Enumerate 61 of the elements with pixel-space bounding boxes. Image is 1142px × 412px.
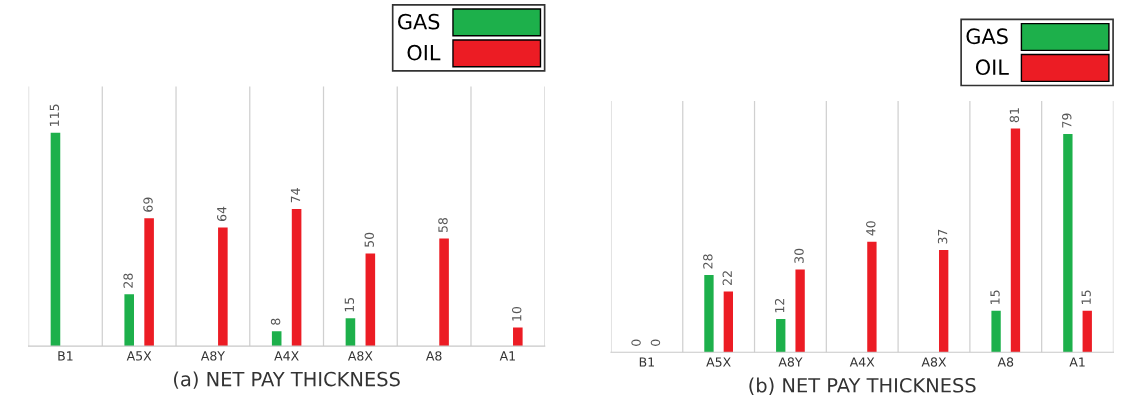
data-label: 50 [364,232,374,247]
x-tick-label: A8Y [778,357,803,367]
bar [991,310,1001,353]
data-label: 12 [774,298,785,313]
bar [1063,134,1073,353]
bar [723,291,733,353]
bar [144,218,154,347]
data-label: 15 [990,290,1000,304]
bar [795,269,805,353]
data-label: 8 [270,318,281,325]
bar [439,238,449,347]
bar [939,250,949,353]
data-label: 30 [794,248,804,263]
bar [291,208,302,347]
x-axis-title: (a) NET PAY THICKNESS [174,371,400,389]
data-label: 0 [631,339,641,346]
x-tick-label: A5X [706,357,731,367]
x-tick-label: A8Y [200,351,225,361]
bar [513,327,523,347]
data-label: 0 [650,339,661,346]
data-label: 15 [1081,290,1091,304]
data-label: 22 [722,271,732,286]
data-label: 15 [344,297,355,312]
x-tick-label: A8X [921,357,947,367]
x-tick-label: B1 [639,357,654,367]
data-label: 69 [143,197,153,212]
bar [1010,128,1021,353]
bar [218,227,228,347]
bar [776,319,786,353]
data-label: 79 [1062,113,1072,128]
x-tick-label: A5X [126,351,152,361]
x-tick-label: A8 [425,351,442,361]
data-label: 64 [217,206,227,221]
data-label: 58 [438,217,448,233]
bar [365,253,376,347]
bar [50,132,61,347]
data-label: 10 [511,306,522,321]
data-label: 115 [49,104,60,126]
x-axis-title: (b) NET PAY THICKNESS [749,377,976,395]
data-label: 37 [937,229,948,244]
legend-label: OIL [407,44,441,61]
data-label: 28 [123,273,133,288]
legend-label: GAS [966,28,1008,45]
bar [124,294,134,347]
x-tick-label: A8X [347,351,373,361]
x-tick-label: B1 [58,351,73,361]
x-tick-label: A8 [997,357,1014,367]
bar [867,241,877,353]
x-tick-label: A4X [849,357,875,367]
x-tick-label: A1 [499,351,515,361]
data-label: 74 [290,188,301,203]
legend-label: OIL [975,59,1009,76]
data-label: 28 [703,254,713,269]
data-label: 40 [866,221,876,236]
bar [345,318,356,347]
data-label: 81 [1009,108,1020,123]
x-tick-label: A4X [274,351,299,361]
x-tick-label: A1 [1069,357,1085,367]
bar [704,274,714,353]
legend-label: GAS [398,13,440,30]
bar [1082,310,1092,353]
